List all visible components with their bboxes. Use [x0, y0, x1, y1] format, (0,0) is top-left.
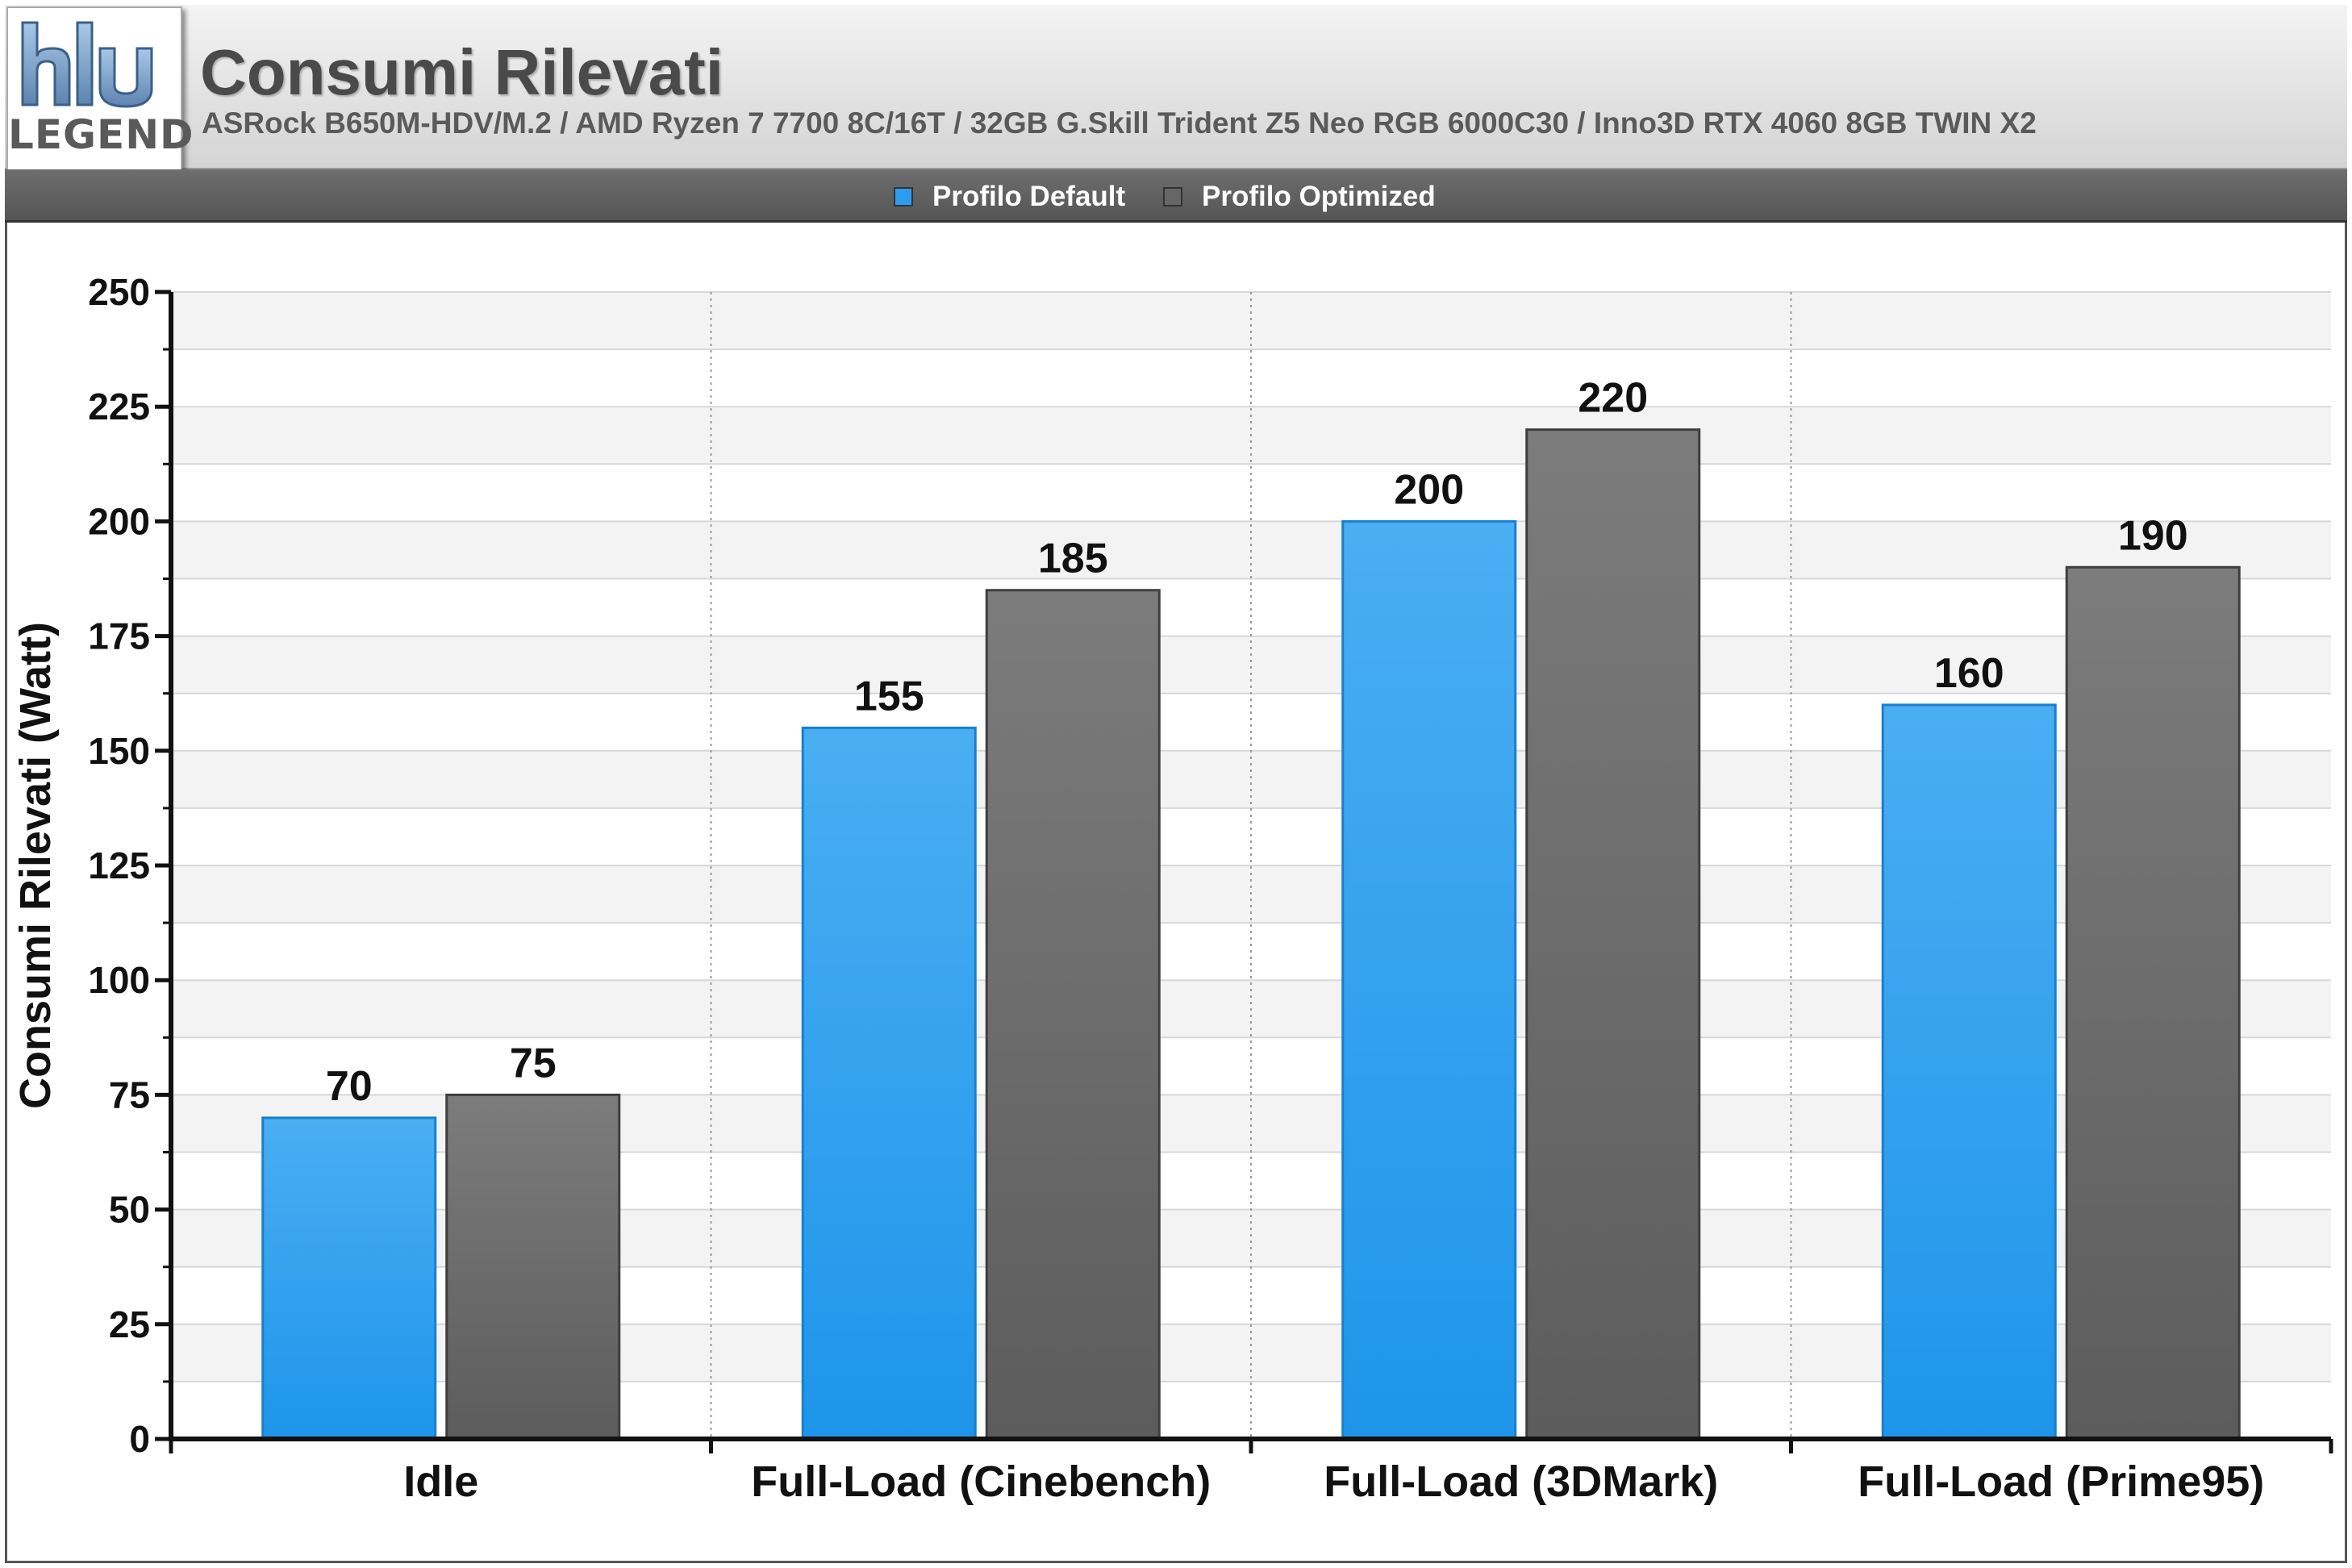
- legend-label-optimized: Profilo Optimized: [1202, 181, 1436, 212]
- plot-band: [171, 292, 2331, 350]
- data-label: 190: [2118, 512, 2188, 559]
- plot-band: [171, 636, 2331, 694]
- data-label: 155: [854, 673, 924, 719]
- bar-optimized: [445, 1093, 621, 1441]
- logo-text: LEGEND: [8, 111, 194, 158]
- y-tick-label: 225: [88, 386, 150, 427]
- category-label: Full-Load (Prime95): [1858, 1457, 2264, 1506]
- y-tick-label: 125: [88, 844, 150, 886]
- bar-default: [801, 726, 977, 1441]
- category-label: Idle: [403, 1457, 478, 1506]
- y-tick-label: 75: [109, 1074, 150, 1116]
- y-tick-label: 250: [88, 271, 150, 313]
- data-label: 185: [1038, 536, 1108, 582]
- bar-default: [261, 1116, 437, 1441]
- data-label: 200: [1394, 466, 1464, 513]
- y-tick-label: 150: [88, 730, 150, 772]
- bar-optimized: [1525, 428, 1701, 1441]
- chart-subtitle: ASRock B650M-HDV/M.2 / AMD Ryzen 7 7700 …: [202, 106, 2037, 140]
- y-tick-label: 50: [109, 1189, 150, 1231]
- legend-label-default: Profilo Default: [932, 181, 1126, 212]
- category-label: Full-Load (Cinebench): [751, 1457, 1211, 1506]
- data-label: 160: [1934, 650, 2004, 697]
- legend-swatch-default: [894, 187, 913, 206]
- legend: Profilo Default Profilo Optimized: [5, 169, 2347, 223]
- y-tick-label: 100: [88, 959, 150, 1001]
- axes: [155, 290, 2333, 1453]
- chart-labels: 70 75 Idle 155 185 Full-Load (Cinebench) 200 22…: [11, 271, 2264, 1506]
- y-tick-label: 200: [88, 500, 150, 542]
- data-label: 220: [1578, 375, 1648, 422]
- data-label: 75: [510, 1040, 557, 1086]
- logo-mark-icon: [21, 21, 153, 108]
- bar-default: [1341, 519, 1517, 1441]
- category-label: Full-Load (3DMark): [1324, 1457, 1718, 1506]
- chart-header: Consumi Rilevati ASRock B650M-HDV/M.2 / …: [5, 5, 2347, 169]
- legend-item-default: Profilo Default: [894, 181, 1126, 212]
- bar-optimized: [2065, 565, 2241, 1441]
- data-label: 70: [326, 1063, 373, 1110]
- bar-optimized: [985, 589, 1161, 1441]
- plot-band: [171, 578, 2331, 636]
- bar-default: [1881, 703, 2057, 1441]
- legend-swatch-optimized: [1163, 187, 1182, 206]
- y-axis-label: Consumi Rilevati (Watt): [11, 622, 60, 1109]
- y-tick-label: 175: [88, 615, 150, 657]
- legend-item-optimized: Profilo Optimized: [1163, 181, 1436, 212]
- y-tick-label: 25: [109, 1303, 150, 1345]
- chart-title: Consumi Rilevati: [200, 36, 724, 108]
- y-tick-label: 0: [129, 1418, 150, 1460]
